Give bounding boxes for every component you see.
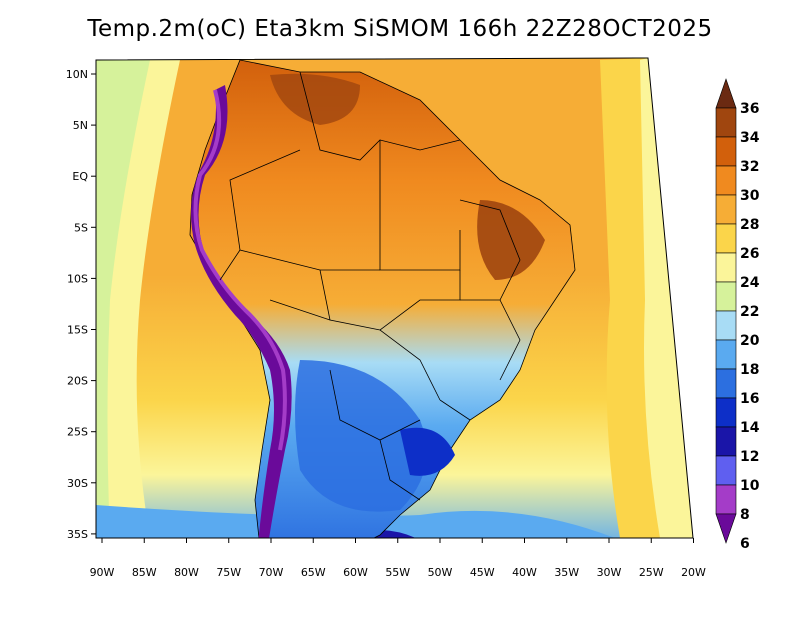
pacific-coast-cool-field xyxy=(96,60,150,538)
colorbar: 36 34 32 30 28 26 24 22 20 18 16 14 12 10 8 6 xyxy=(715,78,760,552)
map-title: Temp.2m(oC) Eta3km SiSMOM 166h 22Z28OCT2… xyxy=(87,16,713,42)
lat-tick-label: 5N xyxy=(73,119,88,132)
colorbar-segment xyxy=(715,194,737,225)
atlantic-far-east-field xyxy=(640,58,693,538)
latitude-axis: 10N 5N EQ 5S 10S 15S 20S 25S 30S 35S xyxy=(66,68,96,541)
lon-tick-label: 70W xyxy=(259,566,284,579)
colorbar-segment xyxy=(715,223,737,254)
colorbar-label: 26 xyxy=(740,246,759,262)
lon-tick-label: 50W xyxy=(428,566,453,579)
colorbar-bottom-arrow xyxy=(715,513,737,544)
lon-tick-label: 80W xyxy=(174,566,199,579)
lon-tick-label: 25W xyxy=(639,566,664,579)
colorbar-segment xyxy=(715,310,737,341)
colorbar-segment xyxy=(715,281,737,312)
lat-tick-label: 30S xyxy=(67,477,88,490)
colorbar-label: 14 xyxy=(740,420,760,436)
lon-tick-label: 75W xyxy=(216,566,241,579)
lat-tick-label: 10N xyxy=(66,68,88,81)
colorbar-segment xyxy=(715,339,737,370)
lon-tick-label: 20W xyxy=(681,566,706,579)
lon-tick-label: 30W xyxy=(597,566,622,579)
map-field xyxy=(96,58,693,538)
lon-tick-label: 40W xyxy=(512,566,537,579)
colorbar-label: 32 xyxy=(740,159,759,175)
longitude-axis: 90W 85W 80W 75W 70W 65W 60W 55W 50W 45W 40W 35W 30W 2… xyxy=(90,538,706,579)
colorbar-label: 30 xyxy=(740,188,760,204)
colorbar-segment xyxy=(715,368,737,399)
colorbar-segment xyxy=(715,397,737,428)
lon-tick-label: 35W xyxy=(554,566,579,579)
lat-tick-label: 5S xyxy=(74,221,88,234)
lon-tick-label: 55W xyxy=(385,566,410,579)
andes-inner-band xyxy=(193,89,287,451)
lat-tick-label: 15S xyxy=(67,324,88,337)
colorbar-label: 18 xyxy=(740,362,759,378)
colorbar-segment xyxy=(715,252,737,283)
lon-tick-label: 90W xyxy=(90,566,115,579)
north-hot-patch xyxy=(270,73,360,125)
colorbar-segment xyxy=(715,136,737,167)
southern-cold-patch xyxy=(295,360,427,512)
lat-tick-label: 25S xyxy=(67,426,88,439)
colorbar-label: 36 xyxy=(740,101,759,117)
colorbar-label: 6 xyxy=(740,536,750,552)
colorbar-segment xyxy=(715,455,737,486)
lat-tick-label: 20S xyxy=(67,375,88,388)
colorbar-segment xyxy=(715,165,737,196)
lat-tick-label: 35S xyxy=(67,528,88,541)
colorbar-segment xyxy=(715,484,737,515)
colorbar-label: 22 xyxy=(740,304,759,320)
colorbar-top-arrow xyxy=(715,78,737,109)
colorbar-label: 24 xyxy=(740,275,760,291)
colorbar-label: 16 xyxy=(740,391,759,407)
political-boundaries xyxy=(219,71,521,501)
colorbar-label: 10 xyxy=(740,478,760,494)
colorbar-label: 12 xyxy=(740,449,759,465)
colorbar-segment xyxy=(715,107,737,138)
lat-tick-label: 10S xyxy=(67,272,88,285)
lon-tick-label: 45W xyxy=(470,566,495,579)
colorbar-label: 20 xyxy=(740,333,760,349)
lon-tick-label: 85W xyxy=(132,566,157,579)
lat-tick-label: EQ xyxy=(72,170,88,183)
colorbar-label: 8 xyxy=(740,507,750,523)
northeast-hot-patch xyxy=(477,200,545,280)
lon-tick-label: 65W xyxy=(301,566,326,579)
colorbar-label: 28 xyxy=(740,217,759,233)
colorbar-segment xyxy=(715,426,737,457)
andes-cordillera xyxy=(191,85,292,538)
lon-tick-label: 60W xyxy=(343,566,368,579)
colorbar-label: 34 xyxy=(740,130,760,146)
south-brazil-cold-patch xyxy=(400,427,455,476)
